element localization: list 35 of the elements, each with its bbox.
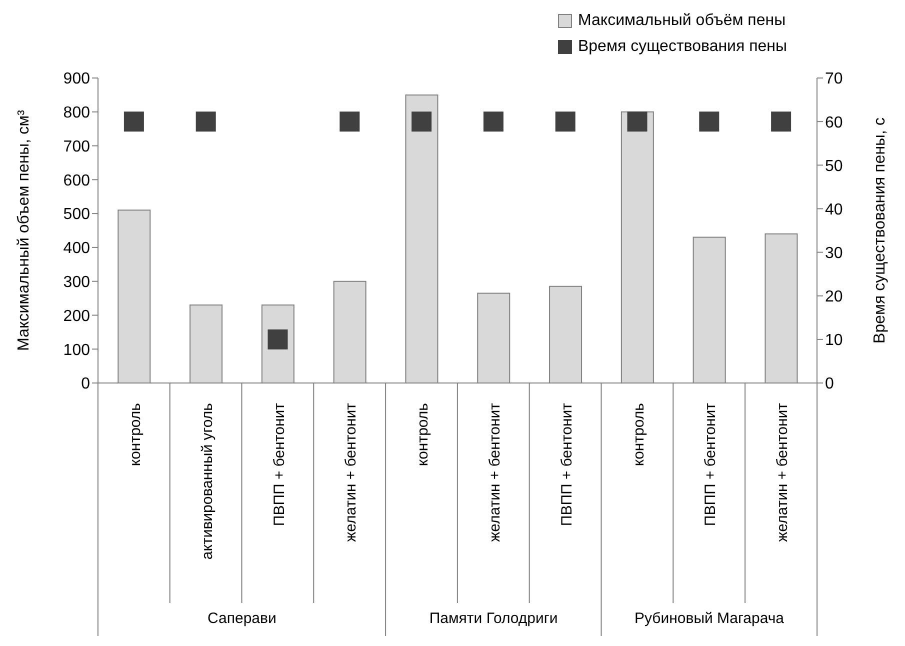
legend-label: Максимальный объём пены bbox=[578, 11, 786, 31]
y2-tick-label: 70 bbox=[825, 70, 843, 88]
y-tick-label: 300 bbox=[63, 274, 90, 292]
y-tick-label: 500 bbox=[63, 206, 90, 224]
y2-tick-label: 50 bbox=[825, 158, 843, 175]
y-tick-label: 800 bbox=[63, 104, 90, 122]
y-tick-label: 400 bbox=[63, 240, 90, 258]
y-tick-label: 100 bbox=[63, 342, 90, 359]
x-tick-label: активированный уголь bbox=[198, 402, 216, 560]
x-tick-label: контроль bbox=[630, 402, 648, 466]
y2-tick-label: 20 bbox=[825, 288, 843, 306]
y2-tick-label: 40 bbox=[825, 201, 843, 218]
text: Памяти Голодриги bbox=[429, 610, 558, 627]
x-tick-label: желатин + бентонит bbox=[486, 402, 504, 542]
y2-tick-label: 10 bbox=[825, 332, 843, 350]
legend-label: Время существования пены bbox=[578, 37, 787, 57]
y2-axis-title: Время существования пены, с bbox=[872, 118, 889, 344]
x-tick-label: ПВПП + бентонит bbox=[558, 402, 576, 526]
y2-tick-label: 30 bbox=[825, 244, 843, 262]
y-tick-label: 0 bbox=[81, 376, 90, 393]
x-tick-label: ПВПП + бентонит bbox=[270, 402, 288, 526]
x-tick-label: желатин + бентонит bbox=[342, 402, 360, 542]
y-axis-title: Максимальный объем пены, см³ bbox=[16, 109, 33, 351]
text: Рубиновый Магарача bbox=[634, 610, 785, 627]
y-tick-label: 200 bbox=[63, 308, 90, 325]
text: Саперави bbox=[208, 610, 276, 627]
y2-tick-label: 60 bbox=[825, 114, 843, 132]
y-tick-label: 700 bbox=[63, 138, 90, 156]
x-tick-label: желатин + бентонит bbox=[774, 402, 792, 542]
y-tick-label: 900 bbox=[63, 70, 90, 88]
y2-tick-label: 0 bbox=[825, 376, 834, 393]
y-tick-label: 600 bbox=[63, 172, 90, 190]
x-tick-label: ПВПП + бентонит bbox=[702, 402, 720, 526]
x-tick-label: контроль bbox=[414, 402, 432, 466]
x-tick-label: контроль bbox=[126, 402, 144, 466]
